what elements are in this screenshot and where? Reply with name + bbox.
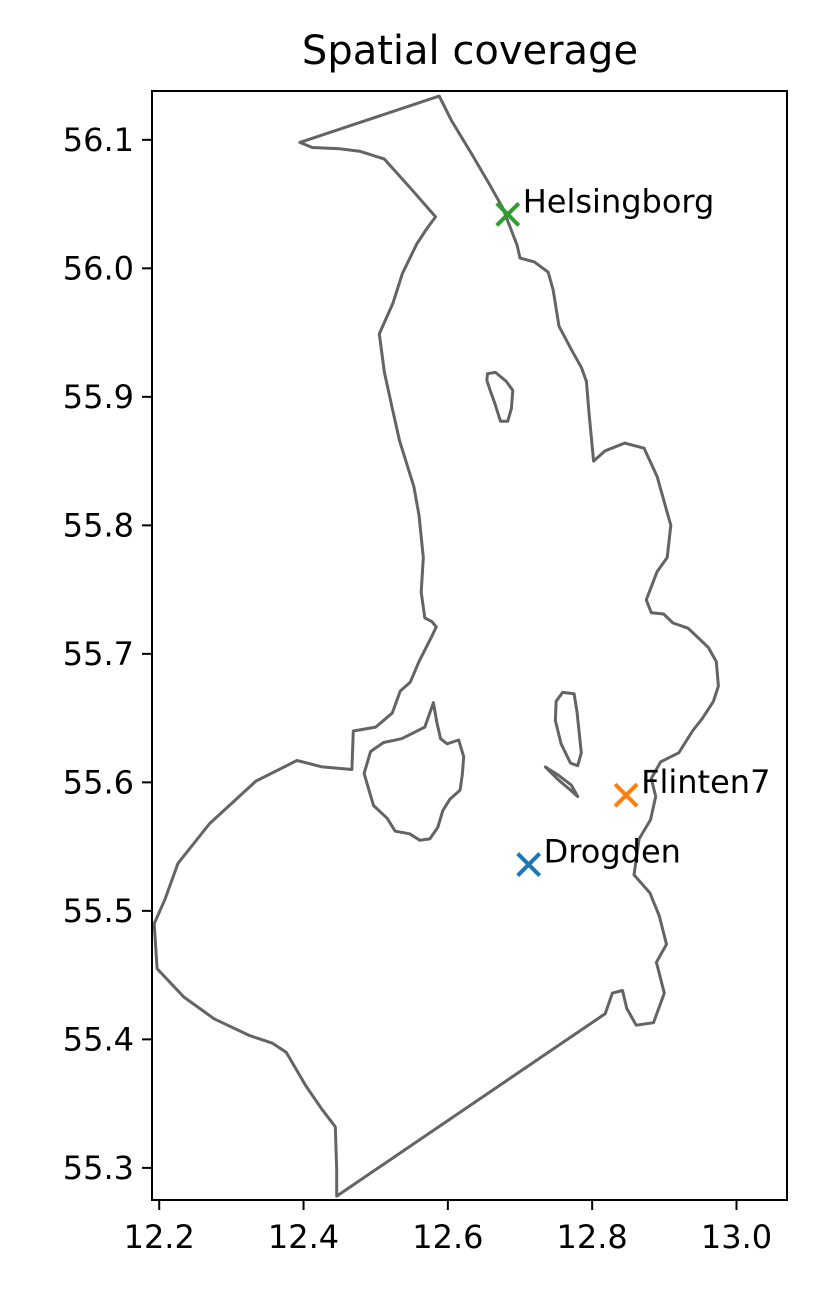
y-tick-label: 56.0 xyxy=(63,249,134,287)
station-marker-drogden xyxy=(516,852,542,878)
x-tick-label: 12.6 xyxy=(412,1218,483,1256)
y-tick-label: 55.7 xyxy=(63,635,134,673)
y-tick-label: 55.3 xyxy=(63,1149,134,1187)
island-peberholm xyxy=(543,765,580,798)
x-axis-ticks: 12.2 12.4 12.6 12.8 13.0 xyxy=(124,1200,772,1256)
station-label-drogden: Drogden xyxy=(544,833,681,871)
island-amager xyxy=(362,701,466,842)
y-tick-label: 55.5 xyxy=(63,892,134,930)
y-tick-label: 55.4 xyxy=(63,1020,134,1058)
x-tick-label: 12.2 xyxy=(124,1218,195,1256)
y-tick-label: 56.1 xyxy=(63,121,134,159)
domain-outlines xyxy=(152,94,720,1198)
axes-frame xyxy=(151,90,788,1201)
station-labels: Drogden Flinten7 Helsingborg xyxy=(523,182,771,870)
x-tick-label: 12.4 xyxy=(268,1218,339,1256)
island-saltholm xyxy=(553,690,583,768)
y-tick-label: 55.8 xyxy=(63,506,134,544)
station-label-flinten7: Flinten7 xyxy=(641,763,770,801)
island-ven xyxy=(485,370,515,423)
x-tick-label: 13.0 xyxy=(701,1218,772,1256)
y-tick-label: 55.6 xyxy=(63,763,134,801)
x-tick-label: 12.8 xyxy=(557,1218,628,1256)
y-tick-label: 55.9 xyxy=(63,378,134,416)
station-label-helsingborg: Helsingborg xyxy=(523,182,715,220)
main-outline xyxy=(152,94,720,1198)
station-marker-flinten7 xyxy=(613,782,639,808)
station-markers xyxy=(495,201,639,878)
station-marker-helsingborg xyxy=(495,201,521,227)
y-axis-ticks: 55.3 55.4 55.5 55.6 55.7 55.8 55.9 56.0 56.1 xyxy=(63,121,152,1187)
chart-title: Spatial coverage xyxy=(302,28,638,74)
